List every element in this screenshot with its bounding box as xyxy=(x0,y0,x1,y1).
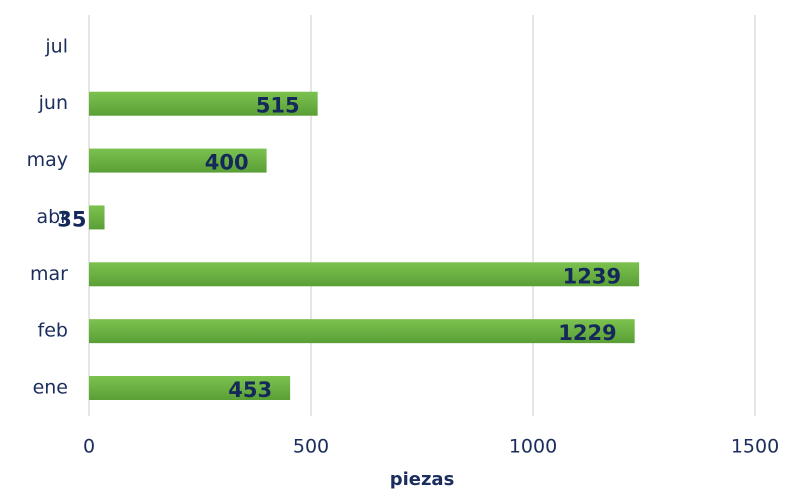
data-label: 35 xyxy=(57,207,86,231)
x-axis-label: piezas xyxy=(390,469,455,490)
data-label: 1239 xyxy=(563,264,621,288)
bar xyxy=(89,91,318,116)
y-tick-label: feb xyxy=(38,320,68,342)
y-tick-label: ene xyxy=(33,377,68,399)
x-tick-label: 1000 xyxy=(509,436,557,458)
bar xyxy=(89,205,105,230)
y-tick-label: jun xyxy=(38,92,68,114)
bar xyxy=(89,376,291,400)
y-tick-label: jul xyxy=(44,35,68,57)
y-tick-label: may xyxy=(27,149,68,171)
x-tick-label: 1500 xyxy=(731,436,779,458)
bar xyxy=(89,262,640,287)
data-label: 1229 xyxy=(558,321,616,345)
data-label: 515 xyxy=(256,94,300,118)
bar xyxy=(89,319,635,344)
data-label: 400 xyxy=(205,151,249,175)
x-tick-label: 500 xyxy=(293,436,329,458)
data-label: 453 xyxy=(228,378,272,402)
bar xyxy=(89,148,267,173)
y-tick-label: mar xyxy=(30,263,68,285)
x-tick-label: 0 xyxy=(83,436,95,458)
y-tick-label: abr xyxy=(36,206,68,228)
